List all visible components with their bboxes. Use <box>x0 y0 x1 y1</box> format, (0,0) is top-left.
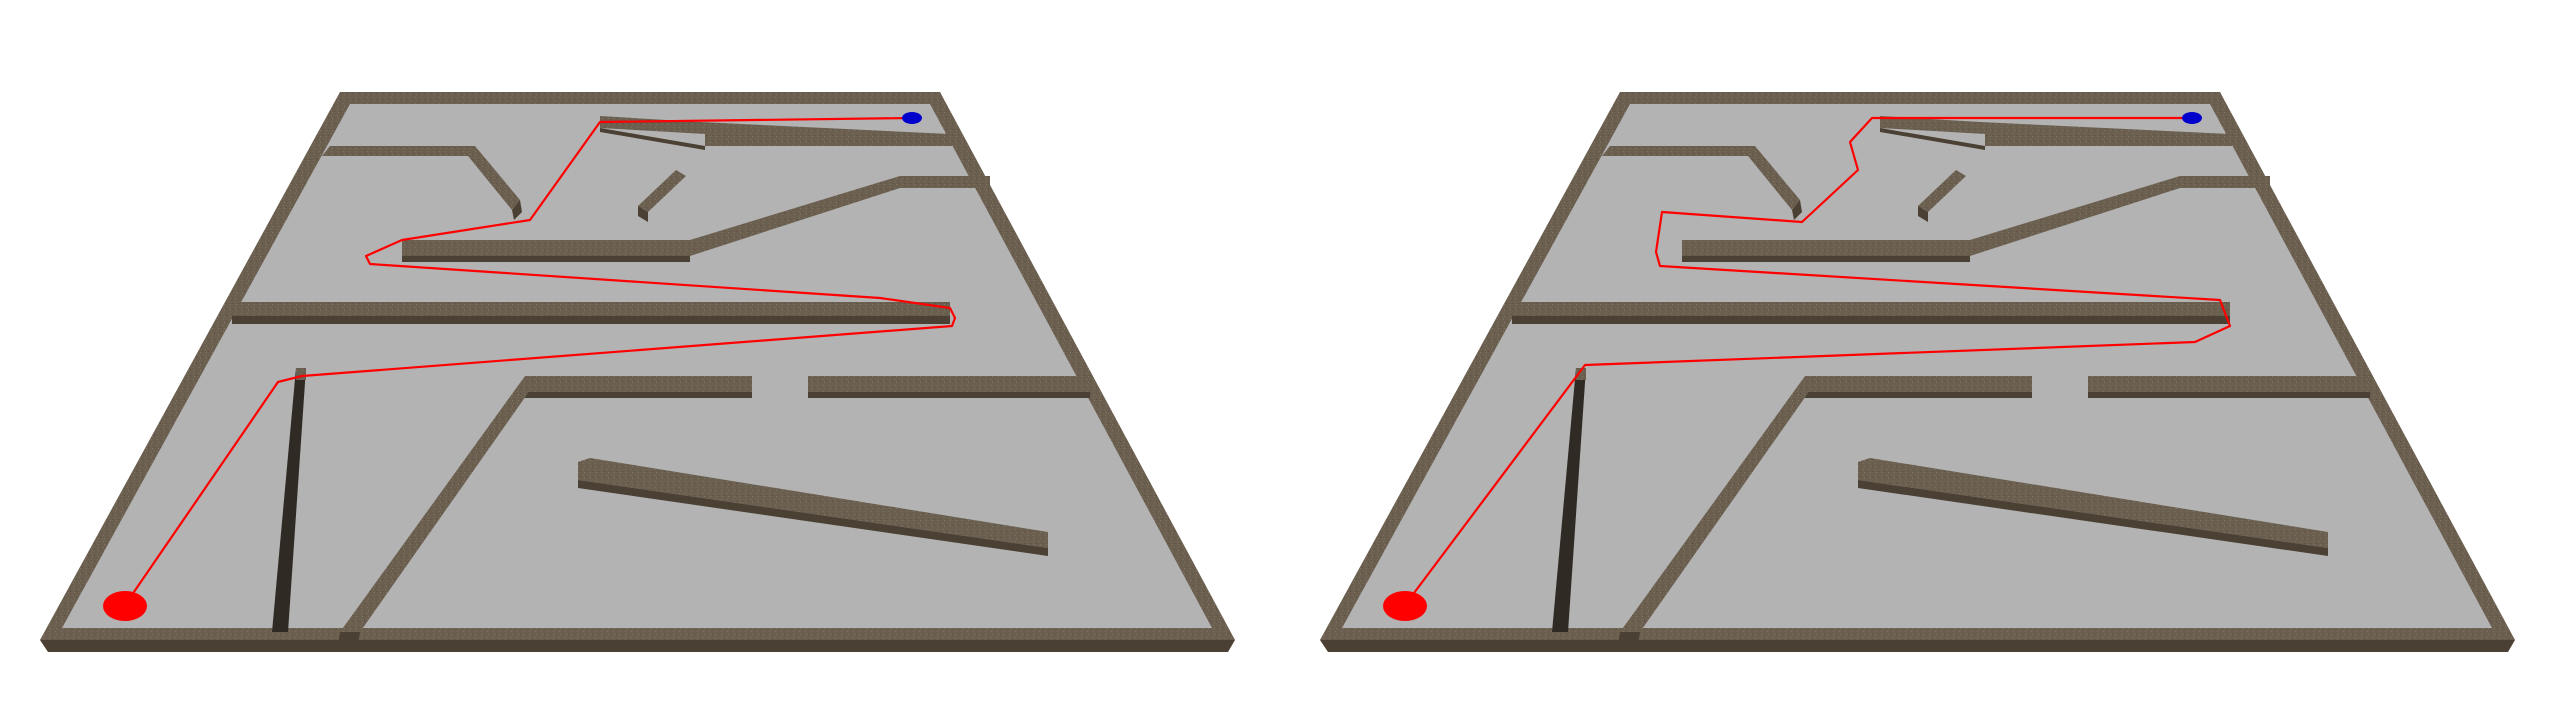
blue-goal-disc <box>902 112 922 124</box>
planned-path-right <box>1403 116 2232 607</box>
blue-goal-disc <box>2182 112 2202 124</box>
planned-path-left <box>123 116 957 607</box>
left-maze-view <box>40 92 1235 652</box>
red-start-disc <box>103 591 147 621</box>
right-maze-view <box>1320 92 2515 652</box>
red-start-disc <box>1383 591 1427 621</box>
